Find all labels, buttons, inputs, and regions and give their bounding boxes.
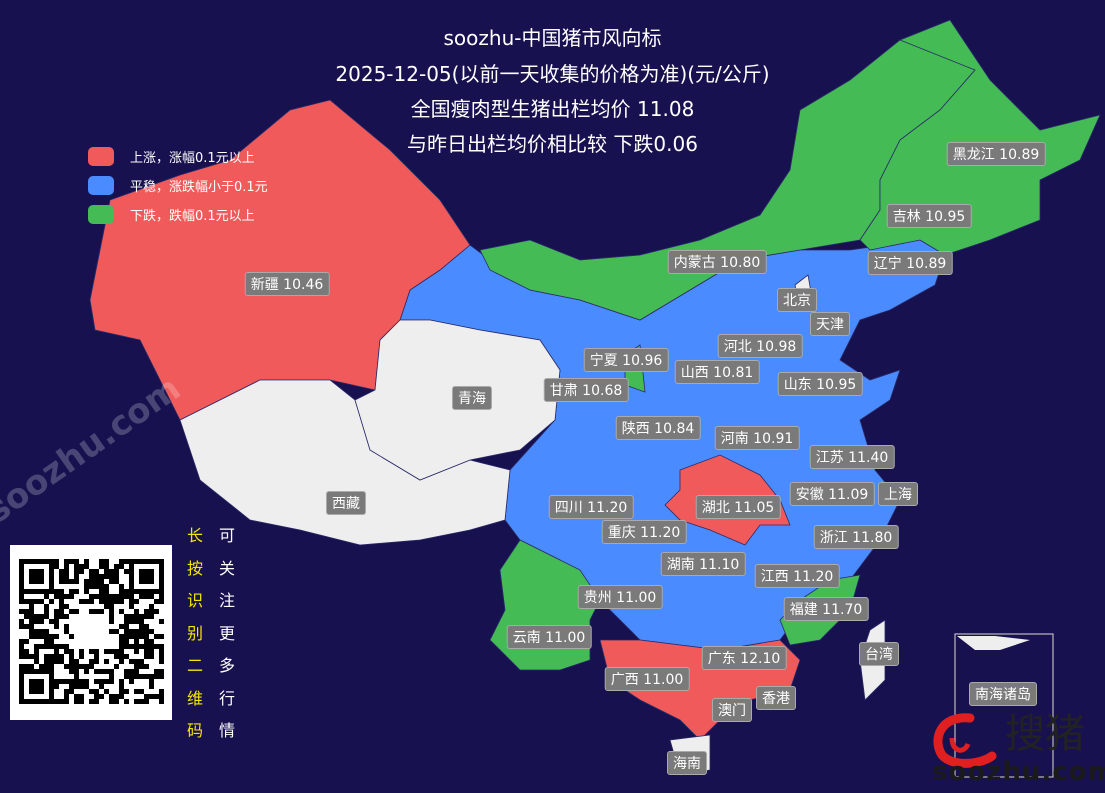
logo-text: soozhu.com bbox=[932, 757, 1105, 787]
province-label[interactable]: 云南 11.00 bbox=[506, 625, 592, 649]
qr-hint-char: 按 bbox=[186, 558, 203, 578]
south-china-sea-inset bbox=[954, 633, 1054, 778]
title-line-4: 与昨日出栏均价相比较 下跌0.06 bbox=[407, 132, 698, 156]
legend-swatch-down bbox=[88, 205, 114, 224]
legend-item-stable[interactable]: 平稳，涨跌幅小于0.1元 bbox=[88, 171, 268, 200]
qr-hint-char: 情 bbox=[218, 721, 235, 740]
legend-label: 上涨，涨幅0.1元以上 bbox=[130, 151, 255, 166]
province-label[interactable]: 台湾 bbox=[859, 642, 899, 666]
legend-item-up[interactable]: 上涨，涨幅0.1元以上 bbox=[88, 142, 268, 171]
province-label[interactable]: 河北 10.98 bbox=[717, 334, 803, 358]
province-label[interactable]: 湖北 11.05 bbox=[695, 495, 781, 519]
province-label[interactable]: 陕西 10.84 bbox=[615, 416, 701, 440]
logo-chinese: 搜猪 bbox=[1005, 711, 1085, 757]
province-label[interactable]: 南海诸岛 bbox=[969, 682, 1037, 706]
qr-hint-char: 码 bbox=[186, 721, 203, 740]
qr-hint-left: 长按识别二维码 bbox=[186, 520, 204, 748]
province-label[interactable]: 西藏 bbox=[326, 491, 366, 515]
province-label[interactable]: 湖南 11.10 bbox=[660, 552, 746, 576]
region-tibet[interactable] bbox=[179, 379, 511, 546]
province-label[interactable]: 新疆 10.46 bbox=[244, 272, 330, 296]
province-label[interactable]: 香港 bbox=[756, 686, 796, 710]
province-label[interactable]: 贵州 11.00 bbox=[577, 585, 663, 609]
legend-swatch-up bbox=[88, 147, 114, 166]
legend-label: 下跌，跌幅0.1元以上 bbox=[130, 209, 255, 224]
qr-hint-char: 更 bbox=[218, 623, 235, 643]
province-label[interactable]: 上海 bbox=[878, 482, 918, 506]
qr-hint-right: 可关注更多行情 bbox=[218, 520, 236, 748]
province-label[interactable]: 澳门 bbox=[712, 698, 752, 722]
qr-hint-char: 多 bbox=[218, 656, 235, 675]
qr-code bbox=[10, 545, 172, 720]
qr-hint-char: 可 bbox=[218, 526, 235, 545]
qr-hint-char: 别 bbox=[186, 623, 203, 643]
qr-hint-char: 维 bbox=[186, 688, 203, 708]
province-label[interactable]: 宁夏 10.96 bbox=[583, 348, 669, 372]
qr-hint-char: 识 bbox=[186, 591, 203, 610]
province-label[interactable]: 江苏 11.40 bbox=[809, 445, 895, 469]
province-label[interactable]: 广东 12.10 bbox=[701, 646, 787, 670]
province-label[interactable]: 海南 bbox=[667, 751, 707, 775]
province-label[interactable]: 安徽 11.09 bbox=[789, 482, 875, 506]
title-line-3: 全国瘦肉型生猪出栏均价 11.08 bbox=[410, 97, 695, 121]
legend-label: 平稳，涨跌幅小于0.1元 bbox=[130, 180, 268, 195]
province-label[interactable]: 江西 11.20 bbox=[754, 564, 840, 588]
province-label[interactable]: 河南 10.91 bbox=[714, 426, 800, 450]
legend: 上涨，涨幅0.1元以上 平稳，涨跌幅小于0.1元 下跌，跌幅0.1元以上 bbox=[88, 142, 268, 229]
province-label[interactable]: 四川 11.20 bbox=[548, 495, 634, 519]
province-label[interactable]: 天津 bbox=[810, 312, 850, 336]
qr-hint-char: 二 bbox=[186, 656, 203, 675]
title-line-1: soozhu-中国猪市风向标 bbox=[443, 26, 662, 50]
qr-hint-char: 长 bbox=[186, 526, 203, 545]
province-label[interactable]: 山东 10.95 bbox=[777, 372, 863, 396]
province-label[interactable]: 黑龙江 10.89 bbox=[946, 142, 1046, 166]
qr-hint-char: 关 bbox=[218, 558, 235, 578]
qr-hint-char: 行 bbox=[218, 688, 235, 708]
province-label[interactable]: 浙江 11.80 bbox=[813, 525, 899, 549]
province-label[interactable]: 辽宁 10.89 bbox=[867, 251, 953, 275]
province-label[interactable]: 吉林 10.95 bbox=[886, 204, 972, 228]
title-line-2: 2025-12-05(以前一天收集的价格为准)(元/公斤) bbox=[335, 62, 770, 86]
qr-hint-char: 注 bbox=[218, 591, 235, 610]
province-label[interactable]: 重庆 11.20 bbox=[601, 520, 687, 544]
province-label[interactable]: 广西 11.00 bbox=[604, 667, 690, 691]
province-label[interactable]: 山西 10.81 bbox=[674, 360, 760, 384]
province-label[interactable]: 青海 bbox=[452, 386, 492, 410]
province-label[interactable]: 内蒙古 10.80 bbox=[667, 250, 767, 274]
legend-item-down[interactable]: 下跌，跌幅0.1元以上 bbox=[88, 200, 268, 229]
logo-icon bbox=[933, 713, 997, 768]
qr-code-pattern bbox=[19, 559, 164, 704]
province-label[interactable]: 福建 11.70 bbox=[783, 597, 869, 621]
province-label[interactable]: 甘肃 10.68 bbox=[543, 378, 629, 402]
legend-swatch-stable bbox=[88, 176, 114, 195]
province-label[interactable]: 北京 bbox=[777, 288, 817, 312]
